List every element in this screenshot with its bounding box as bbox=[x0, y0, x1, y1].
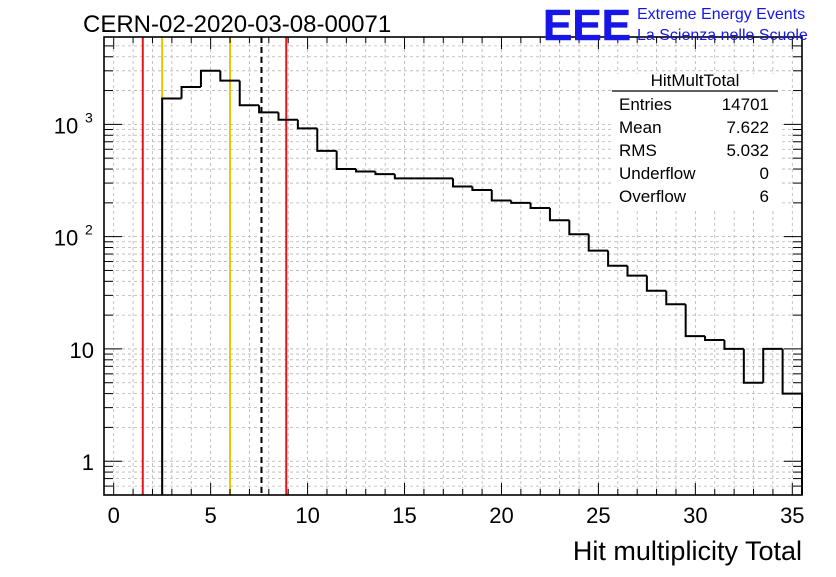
plot-frame bbox=[103, 36, 803, 496]
x-tick-label: 25 bbox=[586, 503, 610, 528]
histogram-bin bbox=[199, 69, 221, 88]
run-title: CERN-02-2020-03-08-00071 bbox=[83, 11, 391, 38]
stats-value-rms: 5.032 bbox=[726, 141, 769, 160]
histogram-bin bbox=[180, 86, 201, 99]
y-tick-label: 1 bbox=[82, 450, 94, 475]
histogram-bin bbox=[490, 190, 512, 202]
histogram-bin bbox=[762, 347, 783, 383]
histogram-bin bbox=[607, 250, 628, 267]
x-axis: 0 5 10 15 20 25 30 35 bbox=[108, 37, 805, 528]
eee-logo: EEE Extreme Energy Events La Scienza nel… bbox=[543, 1, 808, 51]
x-axis-label: Hit multiplicity Total bbox=[573, 536, 802, 566]
stats-label-overflow: Overflow bbox=[619, 187, 687, 206]
stats-value-entries: 14701 bbox=[722, 95, 769, 114]
x-tick-label: 35 bbox=[780, 503, 804, 528]
eee-logo-mark: EEE bbox=[543, 1, 631, 50]
stats-box: HitMultTotal Entries 14701 Mean 7.622 RM… bbox=[612, 71, 779, 210]
logo-line-2: La Scienza nelle Scuole bbox=[637, 27, 808, 44]
histogram-bin bbox=[316, 128, 337, 152]
histogram-bin bbox=[723, 340, 744, 350]
y-tick-label: 10 bbox=[70, 338, 94, 363]
stats-label-entries: Entries bbox=[619, 95, 672, 114]
x-tick-label: 5 bbox=[205, 503, 217, 528]
y-tick-label: 10 bbox=[54, 226, 78, 251]
y-axis: 1 10 10 2 10 3 bbox=[54, 36, 802, 496]
stats-value-overflow: 6 bbox=[760, 187, 769, 206]
x-tick-label: 15 bbox=[392, 503, 416, 528]
histogram-bin bbox=[238, 80, 260, 107]
y-tick-label: 10 bbox=[54, 113, 78, 138]
histogram-bin bbox=[684, 304, 706, 338]
histogram-bin bbox=[296, 119, 318, 130]
stats-label-underflow: Underflow bbox=[619, 164, 696, 183]
x-tick-label: 0 bbox=[108, 503, 120, 528]
histogram-bin bbox=[258, 105, 279, 114]
stats-box-background bbox=[612, 74, 779, 210]
stats-title: HitMultTotal bbox=[651, 71, 740, 90]
histogram-bin bbox=[645, 275, 667, 292]
histogram-bin bbox=[529, 202, 550, 209]
histogram-bin bbox=[704, 336, 725, 342]
histogram-bin bbox=[355, 169, 376, 173]
histogram-bin bbox=[161, 97, 182, 495]
histogram-bin bbox=[510, 200, 531, 204]
histogram-bin bbox=[393, 174, 415, 180]
histogram-bin bbox=[335, 150, 357, 171]
x-tick-label: 10 bbox=[295, 503, 319, 528]
stats-value-underflow: 0 bbox=[760, 164, 769, 183]
histogram-bin bbox=[219, 70, 240, 82]
y-tick-exponent: 2 bbox=[85, 222, 93, 238]
histogram-bin bbox=[277, 112, 298, 121]
x-tick-label: 20 bbox=[489, 503, 513, 528]
histogram-bin bbox=[374, 171, 395, 176]
stats-label-mean: Mean bbox=[619, 118, 662, 137]
stats-label-rms: RMS bbox=[619, 141, 657, 160]
histogram-bin bbox=[568, 220, 589, 236]
reference-lines bbox=[141, 37, 288, 495]
histogram-bin bbox=[548, 207, 570, 222]
stats-value-mean: 7.622 bbox=[726, 118, 769, 137]
logo-line-1: Extreme Energy Events bbox=[637, 6, 805, 23]
histogram-bin bbox=[587, 234, 609, 252]
y-tick-exponent: 3 bbox=[85, 109, 93, 125]
histogram-bin bbox=[742, 348, 764, 384]
x-tick-label: 30 bbox=[683, 503, 707, 528]
histogram-bin bbox=[626, 265, 647, 277]
histogram-bin bbox=[452, 178, 473, 188]
histogram-bin bbox=[665, 290, 686, 306]
histogram-bin bbox=[471, 186, 492, 192]
